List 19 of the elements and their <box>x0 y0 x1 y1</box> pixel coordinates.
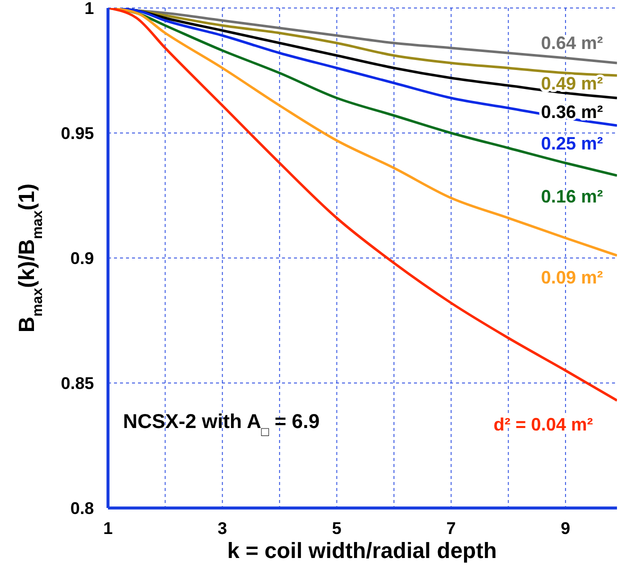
y-tick-label: 1 <box>84 0 94 18</box>
line-series <box>108 8 617 402</box>
x-tick-label: 7 <box>446 519 456 538</box>
series-label: d² = 0.04 m² <box>493 414 593 434</box>
series-label: 0.49 m² <box>540 74 603 94</box>
series-label: 0.16 m² <box>540 186 603 206</box>
annotation: NCSX-2 with A$_{□}$ = 6.9 <box>123 411 320 438</box>
y-tick-label: 0.95 <box>60 124 94 144</box>
series-label: 0.09 m² <box>540 268 603 288</box>
y-tick-label: 0.9 <box>70 249 94 268</box>
x-tick-label: 5 <box>332 519 342 538</box>
y-tick-label: 0.8 <box>70 499 94 518</box>
series-label: 0.25 m² <box>540 134 603 154</box>
x-tick-label: 1 <box>103 519 113 538</box>
series-label: 0.64 m² <box>540 33 603 53</box>
x-axis-title: k = coil width/radial depth <box>227 538 497 563</box>
x-tick-label: 3 <box>218 519 228 538</box>
y-tick-label: 0.85 <box>60 374 94 394</box>
x-tick-label: 9 <box>560 519 570 538</box>
